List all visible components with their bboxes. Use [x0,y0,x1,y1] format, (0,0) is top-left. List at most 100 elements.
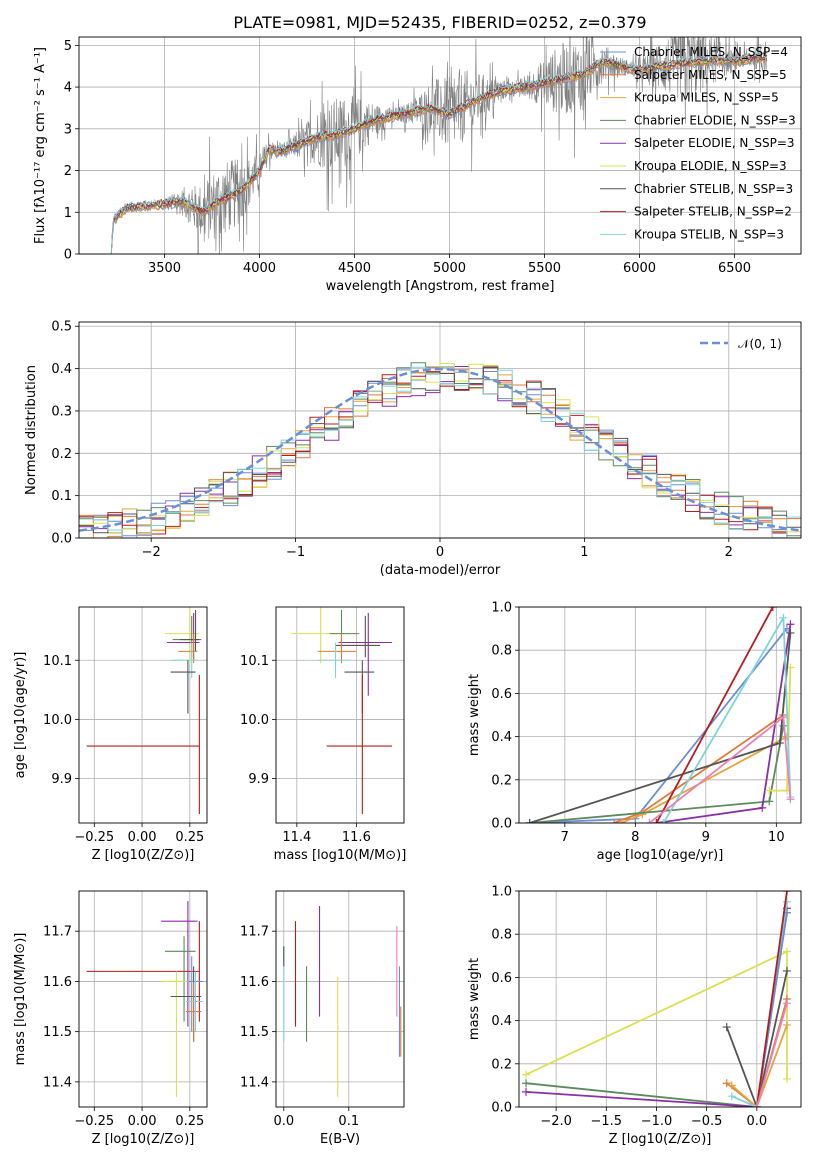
weight-line [648,715,792,823]
model-spectrum-salpeter-elodie [110,54,768,254]
axes-frame [78,890,208,1108]
weight-marker [786,628,795,637]
plot-area [283,906,402,1097]
y-tick-label: 0.3 [51,404,72,419]
plot-area [86,901,204,1097]
y-tick-label: 10.1 [43,654,72,669]
weight-marker [782,1074,791,1083]
y-tick-label: 2 [64,164,72,179]
x-axis-label: Z [log10(Z/Z⊙)] [92,848,195,863]
y-tick-label: 1 [64,206,72,221]
x-tick-label: −0.25 [74,1114,114,1129]
y-tick-label: 0.2 [51,447,72,462]
y-tick-label: 0.0 [491,1101,512,1116]
weight-line [655,607,774,823]
weight-marker [727,1092,736,1101]
y-tick-label: 10.1 [240,654,269,669]
legend-label: Salpeter ELODIE, N_SSP=3 [634,136,795,150]
y-tick-label: 0.4 [51,362,72,377]
weight-line [755,891,788,1107]
y-tick-label: 0.2 [491,1057,512,1072]
x-tick-label: 0.1 [338,1114,359,1129]
legend-label: Kroupa STELIB, N_SSP=3 [634,227,784,241]
x-tick-label: 3500 [148,261,181,276]
y-tick-label: 0.0 [491,817,512,832]
axes-frame [518,890,802,1108]
x-axis-label: (data-model)/error [380,563,501,578]
y-tick-label: 11.4 [240,1075,269,1090]
residual-histogram-panel: −2 −1 0 1 2 0.0 0.1 0.2 0.3 0.4 0.5 (data-model)/er… [24,320,802,578]
x-tick-label: 1 [580,545,588,560]
y-tick-label: 5 [64,39,72,54]
normal-curve [79,367,801,532]
weight-marker [659,819,668,823]
weight-line [725,970,788,1107]
legend-label: Salpeter MILES, N_SSP=5 [634,68,787,82]
y-tick-label: 10.0 [240,713,269,728]
weight-marker [522,1079,531,1088]
weight-marker [775,739,784,748]
x-tick-label: 4500 [338,261,371,276]
y-tick-label: 11.7 [240,925,269,940]
axes-frame [78,36,802,255]
axes-frame [78,321,802,539]
y-tick-label: 0.6 [491,687,512,702]
x-tick-label: 0.00 [128,1114,157,1129]
x-tick-label: 10 [768,830,785,845]
x-tick-label: 0.0 [746,1114,767,1129]
x-tick-label: −1.5 [591,1114,623,1129]
histogram-kroupa-stelib [79,366,801,538]
x-tick-label: 2 [725,545,733,560]
x-tick-label: 6000 [623,261,656,276]
y-tick-label: 0.1 [51,489,72,504]
axes-frame [78,606,208,824]
x-tick-label: 11.4 [282,830,311,845]
age-vs-metallicity-panel: −0.25 0.00 0.25 9.9 10.0 10.1 Z [log10(Z/Z⊙)] a… [13,606,208,863]
weight-marker [768,607,777,611]
x-tick-label: −0.5 [691,1114,723,1129]
plot-area [79,362,801,538]
x-tick-label: 7 [561,830,569,845]
weight-marker [522,1070,531,1079]
plot-area [290,607,393,815]
y-tick-label: 0.4 [491,1014,512,1029]
y-tick-label: 0.0 [51,532,72,547]
y-tick-label: 0.8 [491,644,512,659]
weight-marker [652,819,661,823]
chart-title: PLATE=0981, MJD=52435, FIBERID=0252, z=0… [233,13,646,32]
y-tick-label: 1.0 [491,601,512,616]
x-tick-label: 6500 [718,261,751,276]
weight-marker [765,786,774,795]
y-tick-label: 0 [64,248,72,263]
plot-area [110,37,768,254]
y-tick-label: 11.7 [43,925,72,940]
weight-marker [782,999,791,1008]
y-tick-label: 4 [64,81,72,96]
axes-frame [275,890,405,1108]
y-tick-label: 0.5 [51,320,72,335]
weight-marker [638,810,647,819]
weight-marker [752,1103,761,1107]
x-tick-label: −2 [142,545,161,560]
mass-vs-reddening-panel: 0.0 0.1 11.4 11.5 11.6 11.7 E(B-V) [240,890,405,1147]
x-tick-label: 11.6 [342,830,371,845]
legend-label: 𝒩(0, 1) [738,337,782,351]
weight-marker [758,803,767,812]
x-tick-label: 5000 [433,261,466,276]
mass-weight-vs-metallicity-panel: −2.0 −1.5 −1.0 −0.5 0.0 0.0 0.2 0.4 0.6 0.8 1.0 Z [… [467,885,802,1147]
y-tick-label: 3 [64,122,72,137]
x-tick-label: 0.00 [128,830,157,845]
weight-marker [782,897,791,906]
weight-line [755,1003,788,1107]
x-tick-label: 0.25 [175,1114,204,1129]
x-axis-label: wavelength [Angstrom, rest frame] [326,279,555,294]
weight-marker [782,1020,791,1029]
weight-marker [782,966,791,975]
x-tick-label: 4000 [243,261,276,276]
y-tick-label: 10.0 [43,713,72,728]
legend-label: Chabrier MILES, N_SSP=4 [634,45,788,59]
x-tick-label: −0.25 [74,830,114,845]
weight-marker [782,947,791,956]
plot-area [522,891,791,1107]
